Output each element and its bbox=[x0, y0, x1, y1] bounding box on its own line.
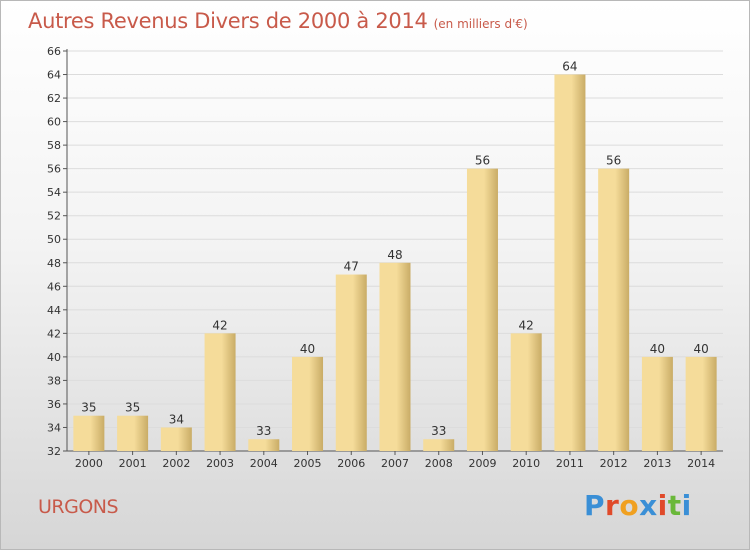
bar bbox=[292, 356, 324, 451]
x-tick-label: 2011 bbox=[556, 457, 584, 470]
x-tick-label: 2005 bbox=[294, 457, 322, 470]
x-tick-label: 2004 bbox=[250, 457, 278, 470]
y-tick-label: 56 bbox=[47, 163, 61, 176]
x-tick-label: 2014 bbox=[687, 457, 715, 470]
bar-value-label: 40 bbox=[300, 342, 315, 356]
bar bbox=[554, 74, 586, 451]
chart-title: Autres Revenus Divers de 2000 à 2014 bbox=[28, 9, 428, 33]
brand-logo-letter: P bbox=[584, 489, 606, 522]
y-tick-label: 46 bbox=[47, 280, 61, 293]
place-name: URGONS bbox=[38, 496, 119, 518]
x-tick-label: 2010 bbox=[512, 457, 540, 470]
bar bbox=[685, 356, 717, 451]
brand-logo-letter: i bbox=[657, 489, 668, 522]
y-tick-label: 40 bbox=[47, 351, 61, 364]
bar bbox=[466, 168, 498, 451]
x-tick-label: 2008 bbox=[425, 457, 453, 470]
bar-value-label: 56 bbox=[606, 154, 621, 168]
bar-value-label: 40 bbox=[650, 342, 665, 356]
x-tick-label: 2003 bbox=[206, 457, 234, 470]
y-tick-label: 38 bbox=[47, 374, 61, 387]
y-tick-label: 32 bbox=[47, 445, 61, 458]
y-tick-label: 44 bbox=[47, 304, 61, 317]
chart-title-block: Autres Revenus Divers de 2000 à 2014 (en … bbox=[28, 9, 528, 33]
bar-value-label: 47 bbox=[344, 260, 359, 274]
y-tick-label: 62 bbox=[47, 92, 61, 105]
bars bbox=[73, 74, 717, 451]
y-tick-label: 50 bbox=[47, 233, 61, 246]
bar-value-label: 48 bbox=[387, 248, 402, 262]
bar bbox=[423, 439, 455, 451]
bar-value-label: 34 bbox=[169, 412, 184, 426]
x-tick-label: 2009 bbox=[468, 457, 496, 470]
chart-subtitle: (en milliers d'€) bbox=[433, 17, 528, 31]
y-tick-label: 48 bbox=[47, 257, 61, 270]
y-tick-label: 42 bbox=[47, 327, 61, 340]
bar bbox=[510, 333, 542, 451]
bar bbox=[160, 427, 192, 451]
bar bbox=[641, 356, 673, 451]
bar bbox=[335, 274, 367, 451]
x-tick-label: 2006 bbox=[337, 457, 365, 470]
bar-value-label: 64 bbox=[562, 60, 577, 74]
bar-value-label: 42 bbox=[519, 318, 534, 332]
bar bbox=[73, 415, 105, 451]
y-tick-label: 36 bbox=[47, 398, 61, 411]
bar-value-label: 40 bbox=[693, 342, 708, 356]
x-tick-label: 2007 bbox=[381, 457, 409, 470]
bar-value-label: 35 bbox=[81, 401, 96, 415]
y-tick-label: 60 bbox=[47, 116, 61, 129]
bar-value-label: 33 bbox=[256, 424, 271, 438]
y-tick-label: 52 bbox=[47, 210, 61, 223]
bar bbox=[598, 168, 630, 451]
x-tick-label: 2000 bbox=[75, 457, 103, 470]
brand-logo-letter: x bbox=[639, 489, 658, 522]
bar-value-label: 56 bbox=[475, 154, 490, 168]
x-tick-label: 2012 bbox=[600, 457, 628, 470]
bar bbox=[248, 439, 280, 451]
y-tick-label: 34 bbox=[47, 421, 61, 434]
data-labels: 35 35 34 42 33 40 47 48 33 56 42 64 56 40 40 bbox=[81, 60, 709, 439]
x-tick-label: 2001 bbox=[119, 457, 147, 470]
bar-value-label: 35 bbox=[125, 401, 140, 415]
brand-logo[interactable]: Proxiti bbox=[584, 489, 692, 522]
y-tick-label: 66 bbox=[47, 45, 61, 58]
bar bbox=[379, 262, 411, 451]
brand-logo-letter: o bbox=[619, 489, 640, 522]
x-tick-label: 2013 bbox=[643, 457, 671, 470]
brand-logo-letter: t bbox=[667, 489, 682, 522]
bar-value-label: 42 bbox=[212, 318, 227, 332]
brand-logo-letter: r bbox=[605, 489, 620, 522]
y-tick-label: 64 bbox=[47, 69, 61, 82]
bar-value-label: 33 bbox=[431, 424, 446, 438]
brand-logo-letter: i bbox=[681, 489, 692, 522]
y-tick-label: 54 bbox=[47, 186, 61, 199]
x-tick-label: 2002 bbox=[162, 457, 190, 470]
bar bbox=[117, 415, 149, 451]
y-tick-label: 58 bbox=[47, 139, 61, 152]
bar bbox=[204, 333, 236, 451]
